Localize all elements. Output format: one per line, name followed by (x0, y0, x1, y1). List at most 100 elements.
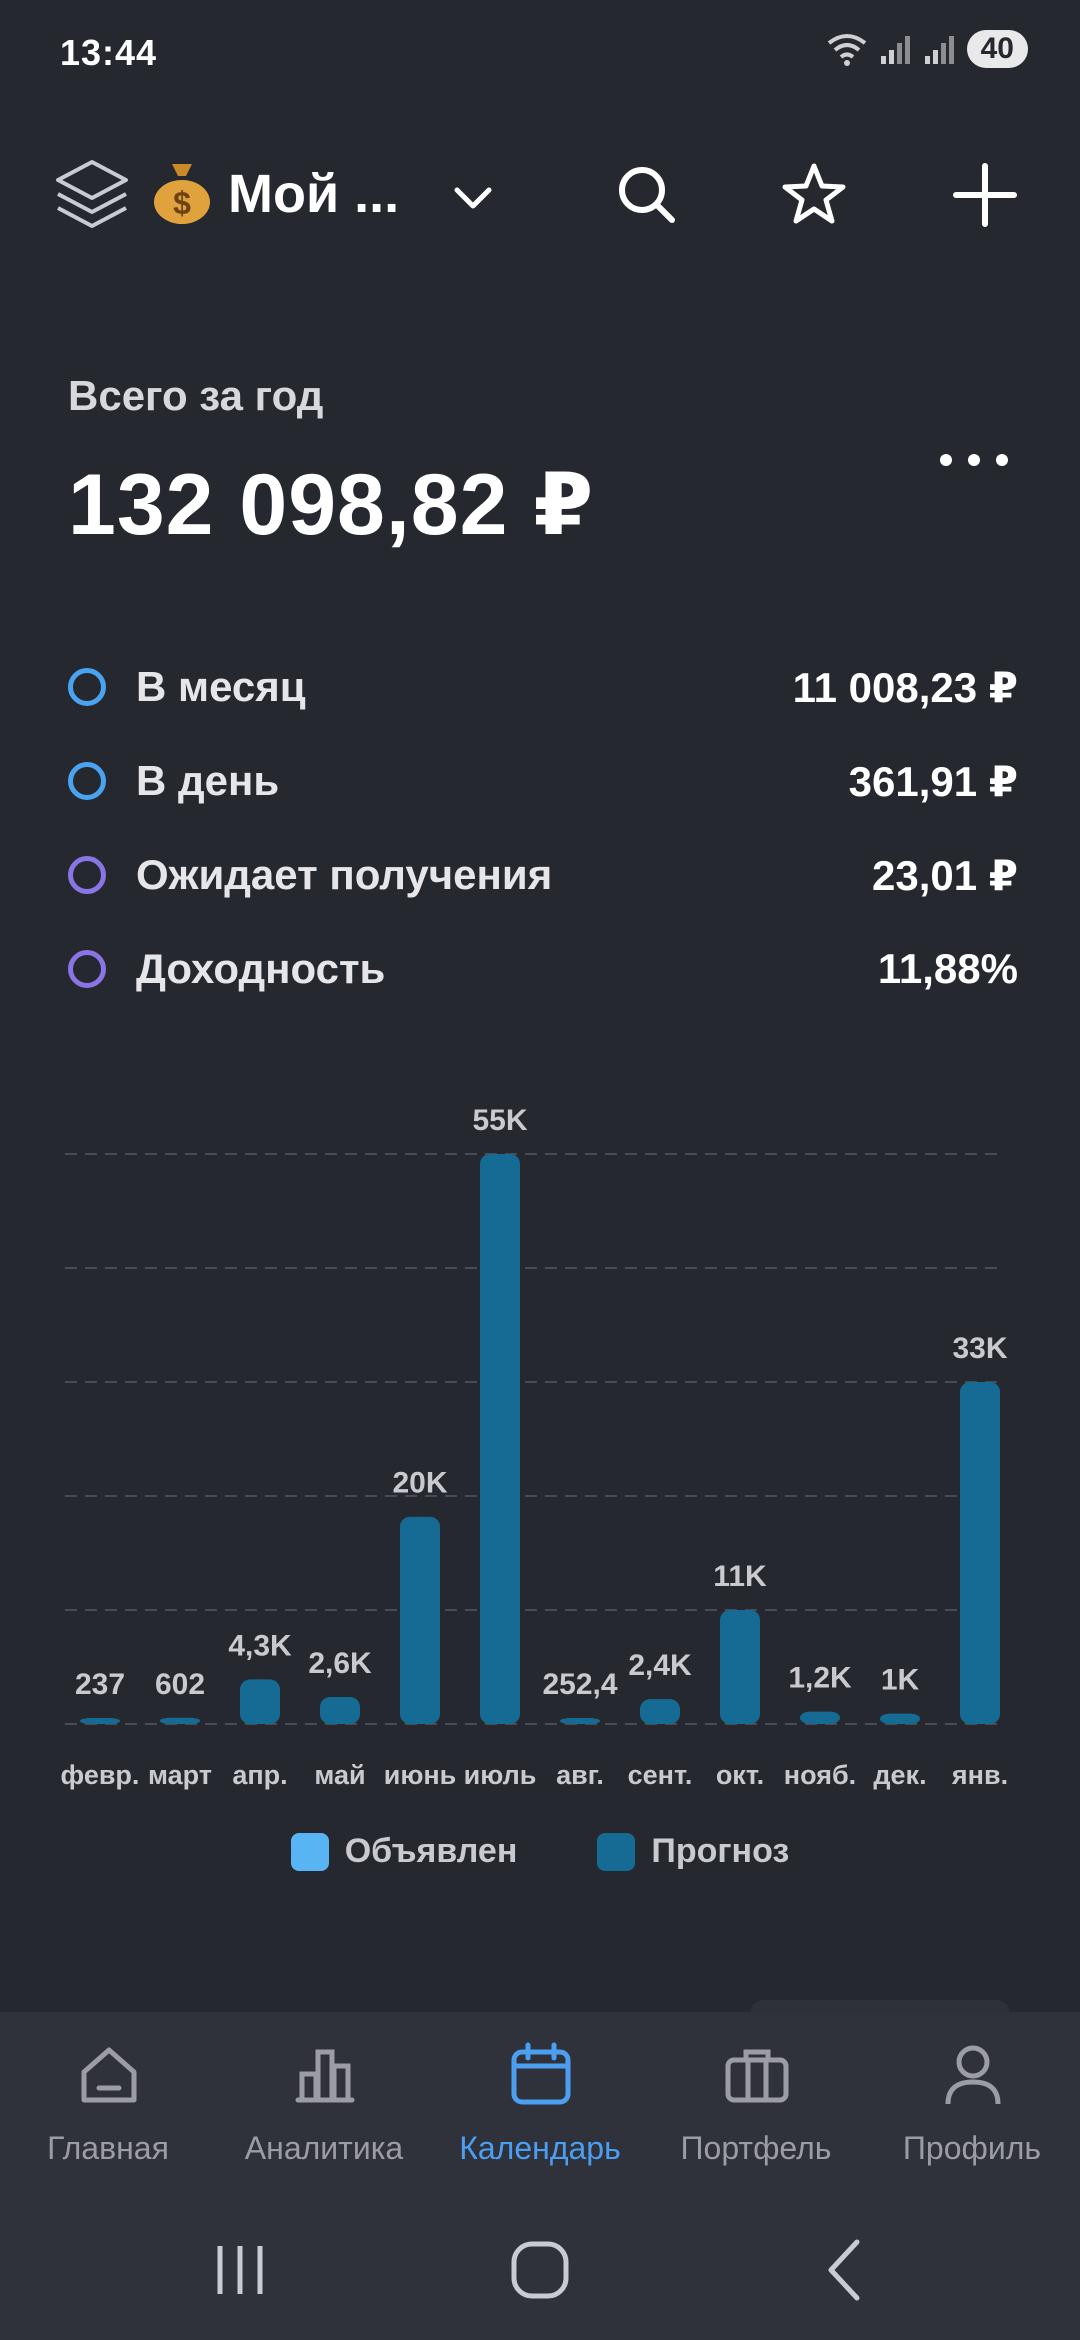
legend-item-declared[interactable]: Объявлен (290, 1832, 518, 1871)
back-icon[interactable] (805, 2230, 885, 2310)
x-tick-label: нояб. (784, 1760, 856, 1790)
nav-item-portfolio[interactable]: Портфель (648, 2012, 864, 2200)
x-tick-label: авг. (556, 1760, 604, 1790)
bottom-navigation: Главная Аналитика Календарь Портфель (0, 2012, 1080, 2200)
nav-label: Аналитика (244, 2130, 404, 2166)
stat-row-pending: Ожидает получения 23,01 ₽ (68, 828, 1018, 922)
legend-swatch (597, 1832, 636, 1871)
recent-apps-icon[interactable] (200, 2230, 280, 2310)
battery-indicator: 40 (966, 30, 1028, 68)
status-time: 13:44 (60, 32, 158, 73)
nav-item-home[interactable]: Главная (0, 2012, 216, 2200)
stat-row-day: В день 361,91 ₽ (68, 734, 1018, 828)
stat-value: 361,91 ₽ (848, 757, 1018, 805)
legend-item-forecast[interactable]: Прогноз (597, 1832, 789, 1871)
home-button-icon[interactable] (500, 2230, 580, 2310)
chart-bar[interactable] (640, 1699, 680, 1724)
nav-label: Главная (47, 2130, 169, 2166)
top-bar: $ Мой ... (0, 150, 1080, 240)
analytics-icon (295, 2049, 355, 2103)
stat-value: 23,01 ₽ (872, 851, 1018, 899)
bar-value-label: 602 (155, 1668, 205, 1701)
star-icon[interactable] (778, 158, 850, 230)
legend-swatch (290, 1832, 329, 1871)
x-tick-label: янв. (951, 1760, 1008, 1790)
dividends-chart: 237 февр. 602 март 4,3K апр. 2,6K май 20K июнь 55K… (0, 1090, 1080, 1810)
year-total-label: Всего за год (68, 372, 324, 419)
stat-row-month: В месяц 11 008,23 ₽ (68, 640, 1018, 734)
chart-bar[interactable] (240, 1679, 280, 1724)
bar-value-label: 11K (713, 1560, 767, 1593)
legend-label: Прогноз (651, 1832, 790, 1870)
bar-value-label: 237 (75, 1668, 125, 1701)
signal-icon (880, 36, 910, 64)
chart-bar[interactable] (800, 1711, 840, 1724)
status-bar: 13:44 40 (0, 0, 1080, 110)
bar-value-label: 1K (881, 1664, 920, 1697)
bar-value-label: 33K (952, 1332, 1007, 1365)
stat-label: Ожидает получения (136, 851, 553, 898)
ring-icon (68, 762, 106, 800)
nav-item-calendar[interactable]: Календарь (432, 2012, 648, 2200)
chart-bar[interactable] (560, 1718, 600, 1724)
x-tick-label: март (148, 1760, 212, 1790)
money-bag-icon: $ (154, 164, 210, 224)
signal-roaming-icon (924, 36, 954, 64)
x-tick-label: май (314, 1760, 365, 1790)
nav-label: Портфель (680, 2130, 832, 2166)
calendar-icon (511, 2042, 571, 2105)
more-options-icon[interactable] (934, 445, 1014, 475)
x-tick-label: июль (464, 1760, 537, 1790)
stat-label: Доходность (136, 945, 386, 992)
year-total-value: 132 098,82 ₽ (68, 457, 595, 553)
chart-bar[interactable] (960, 1382, 1000, 1724)
bar-chart: 237 февр. 602 март 4,3K апр. 2,6K май 20K июнь 55K… (61, 1104, 1009, 1790)
x-tick-label: февр. (61, 1760, 140, 1790)
stat-value: 11 008,23 ₽ (792, 663, 1018, 711)
ring-icon (68, 856, 106, 894)
x-tick-label: апр. (232, 1760, 287, 1790)
bar-value-label: 2,6K (308, 1647, 372, 1680)
ring-icon (68, 668, 106, 706)
x-tick-label: июнь (384, 1760, 457, 1790)
stat-label: В месяц (136, 663, 306, 710)
chevron-down-icon[interactable] (445, 170, 501, 226)
x-tick-label: сент. (628, 1760, 693, 1790)
nav-item-profile[interactable]: Профиль (864, 2012, 1080, 2200)
search-icon[interactable] (612, 160, 682, 230)
chart-bar[interactable] (720, 1610, 760, 1724)
bar-value-label: 252,4 (542, 1668, 617, 1701)
chart-legend: Объявлен Прогноз (0, 1832, 1080, 1871)
bar-value-label: 55K (472, 1104, 527, 1137)
briefcase-icon (725, 2049, 789, 2103)
nav-item-analytics[interactable]: Аналитика (216, 2012, 432, 2200)
nav-label: Профиль (902, 2130, 1042, 2166)
bar-value-label: 2,4K (628, 1649, 692, 1682)
chart-bar[interactable] (80, 1718, 120, 1724)
stat-value: 11,88% (877, 945, 1018, 992)
plus-icon[interactable] (950, 160, 1020, 230)
x-tick-label: окт. (716, 1760, 764, 1790)
wifi-icon (827, 34, 866, 66)
bar-value-label: 1,2K (788, 1662, 852, 1695)
home-icon (81, 2047, 137, 2103)
bar-value-label: 20K (392, 1467, 447, 1500)
chart-bar[interactable] (160, 1717, 200, 1724)
svg-text:$: $ (173, 185, 191, 221)
stat-label: В день (136, 757, 280, 804)
chart-bar[interactable] (400, 1516, 440, 1724)
x-tick-label: дек. (873, 1760, 926, 1790)
stats-list: В месяц 11 008,23 ₽ В день 361,91 ₽ Ожид… (68, 640, 1018, 1016)
layers-icon[interactable] (52, 154, 132, 234)
system-navigation-bar (0, 2200, 1080, 2340)
chart-bar[interactable] (320, 1697, 360, 1724)
portfolio-title[interactable]: Мой ... (228, 164, 400, 224)
status-icons: 40 (825, 30, 1028, 68)
bar-value-label: 4,3K (228, 1629, 292, 1662)
ring-icon (68, 950, 106, 988)
chart-bar[interactable] (880, 1713, 920, 1724)
chart-bar[interactable] (480, 1154, 520, 1724)
profile-icon (945, 2045, 1001, 2105)
stat-row-yield: Доходность 11,88% (68, 922, 1018, 1016)
legend-label: Объявлен (344, 1832, 518, 1870)
